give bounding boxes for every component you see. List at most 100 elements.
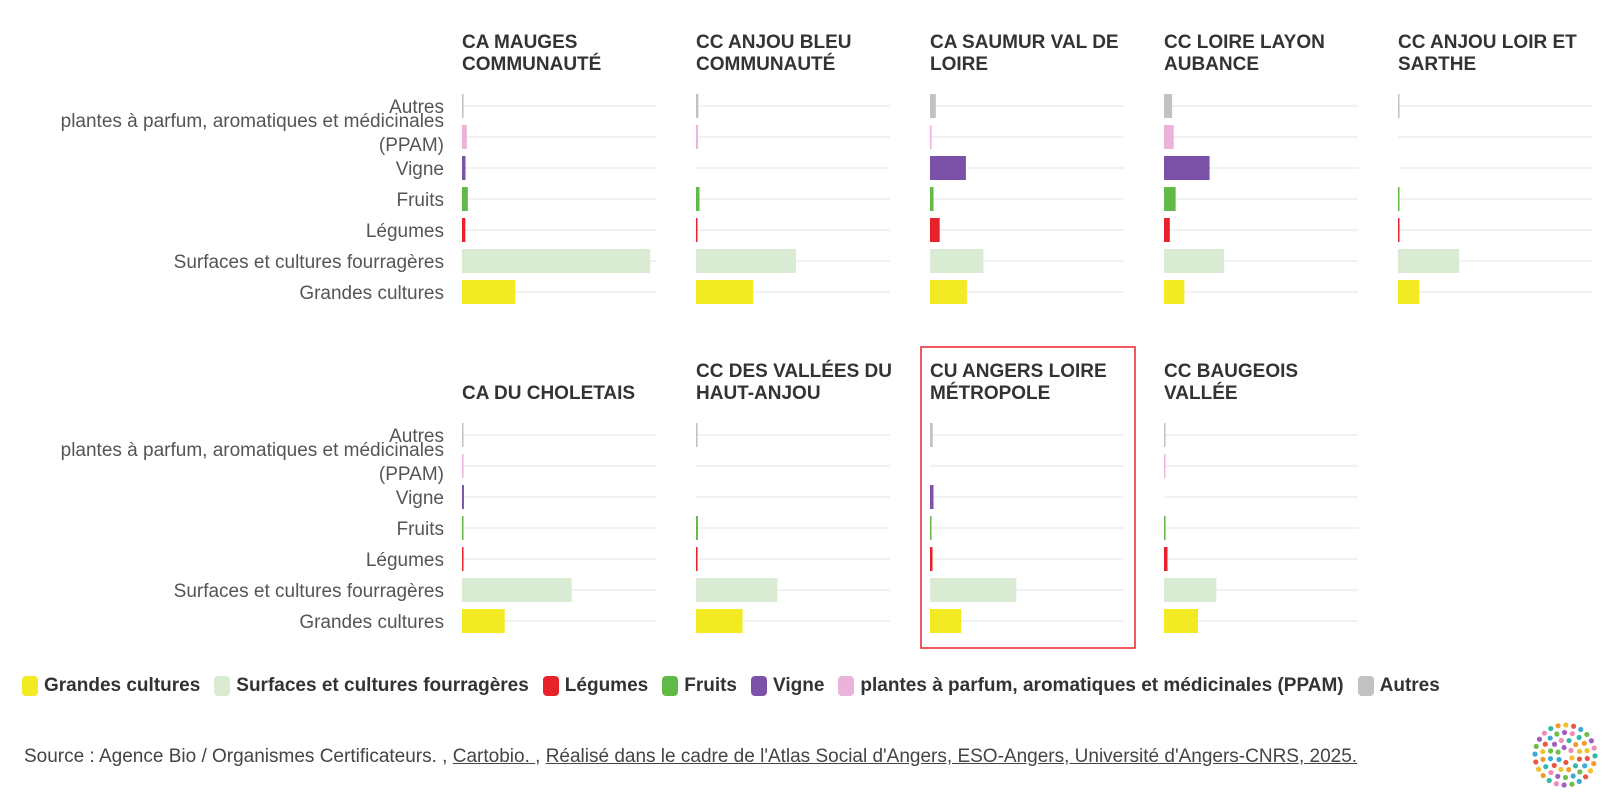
bar-legumes[interactable]: Légumes: 300	[1164, 218, 1170, 242]
legend-item-surfaces-et-cultures-fourrageres[interactable]: Surfaces et cultures fourragères	[214, 675, 529, 697]
bar-surfaces-et-cultures-fourrageres[interactable]: Surfaces et cultures fourragères: 3150	[1398, 249, 1460, 273]
bar-fruits[interactable]: Fruits: 600	[1164, 187, 1176, 211]
logo-dot	[1546, 777, 1552, 784]
panel-title: CA SAUMUR VAL DE LOIRE	[930, 32, 1119, 75]
bar-grandes-cultures[interactable]: Grandes cultures: 2400	[696, 609, 743, 633]
bar-autres[interactable]: Autres: 300	[930, 94, 936, 118]
logo-dot	[1581, 740, 1587, 746]
logo-dot	[1576, 756, 1583, 762]
bar-fruits[interactable]: Fruits: 100	[696, 516, 698, 540]
bar-legumes[interactable]: Légumes: 50	[1398, 218, 1400, 242]
bar-fruits[interactable]: Fruits: 10	[462, 516, 464, 540]
bar-fruits[interactable]: Fruits: 180	[696, 187, 700, 211]
bar-grandes-cultures[interactable]: Grandes cultures: 2950	[696, 280, 754, 304]
category-label-legumes: Légumes	[366, 221, 444, 242]
legend-item-plantes-a-parfum-aromatiques-et-medicinales-ppam[interactable]: plantes à parfum, aromatiques et médicin…	[838, 675, 1344, 697]
bar-legumes[interactable]: Légumes: 40	[462, 547, 464, 571]
bar-legumes[interactable]: Légumes: 500	[930, 218, 940, 242]
logo-dot	[1532, 751, 1538, 757]
bar-grandes-cultures[interactable]: Grandes cultures: 2200	[462, 609, 505, 633]
bar-grandes-cultures[interactable]: Grandes cultures: 1900	[930, 280, 967, 304]
cartobio-link[interactable]: Cartobio.	[452, 746, 536, 767]
bar-plantes-a-parfum-aromatiques-et-medicinales-ppam[interactable]: plantes à parfum, aromatiques et médicin…	[1164, 125, 1174, 149]
logo-dot	[1591, 745, 1597, 751]
bar-grandes-cultures[interactable]: Grandes cultures: 1100	[1398, 280, 1420, 304]
panel-title-line: CC ANJOU LOIR ET	[1398, 32, 1577, 53]
bar-vigne[interactable]: Vigne: 2350	[1164, 156, 1210, 180]
panel-title-line: CU ANGERS LOIRE	[930, 361, 1107, 382]
legend-item-grandes-cultures[interactable]: Grandes cultures	[22, 675, 200, 697]
panel-title-line: COMMUNAUTÉ	[462, 53, 601, 75]
bar-fruits[interactable]: Fruits: 300	[462, 187, 468, 211]
logo-dot	[1587, 768, 1594, 774]
bar-grandes-cultures[interactable]: Grandes cultures: 2750	[462, 280, 516, 304]
category-label-plantes-a-parfum-aromatiques-et-medicinales-ppam: plantes à parfum, aromatiques et médicin…	[61, 440, 444, 485]
bar-vigne[interactable]: Vigne: 1850	[930, 156, 966, 180]
bar-plantes-a-parfum-aromatiques-et-medicinales-ppam[interactable]: plantes à parfum, aromatiques et médicin…	[462, 454, 464, 478]
atlas-social-link[interactable]: Réalisé dans le cadre de l'Atlas Social …	[545, 746, 1358, 767]
logo-dot	[1541, 730, 1548, 736]
logo-dot	[1535, 766, 1542, 772]
category-label-line: (PPAM)	[379, 464, 444, 485]
bar-autres[interactable]: Autres: 40	[1164, 423, 1166, 447]
logo-dot	[1554, 731, 1560, 737]
legend-item-vigne[interactable]: Vigne	[751, 675, 824, 697]
bar-fruits[interactable]: Fruits: 180	[930, 187, 934, 211]
bar-vigne[interactable]: Vigne: 180	[462, 156, 466, 180]
legend-item-legumes[interactable]: Légumes	[542, 675, 648, 697]
bar-surfaces-et-cultures-fourrageres[interactable]: Surfaces et cultures fourragères: 3100	[1164, 249, 1225, 273]
bar-autres[interactable]: Autres: 420	[1164, 94, 1173, 118]
bar-legumes[interactable]: Légumes: 180	[1164, 547, 1168, 571]
logo-dot	[1561, 744, 1567, 751]
bar-fruits[interactable]: Fruits: 30	[1398, 187, 1400, 211]
bar-surfaces-et-cultures-fourrageres[interactable]: Surfaces et cultures fourragères: 2750	[930, 249, 984, 273]
legend-swatch	[214, 676, 231, 696]
bar-autres[interactable]: Autres: 50	[462, 423, 464, 447]
bar-surfaces-et-cultures-fourrageres[interactable]: Surfaces et cultures fourragères: 5650	[462, 578, 572, 602]
bar-surfaces-et-cultures-fourrageres[interactable]: Surfaces et cultures fourragères: 2700	[1164, 578, 1217, 602]
panel-ca-mauges-communaute: CA MAUGES COMMUNAUTÉ Autres: 80 plantes à p…	[462, 32, 656, 304]
bar-grandes-cultures[interactable]: Grandes cultures: 1750	[1164, 609, 1198, 633]
panel-title: CC BAUGEOIS VALLÉE	[1164, 361, 1298, 404]
panel-title: CA DU CHOLETAIS	[462, 383, 635, 404]
bar-surfaces-et-cultures-fourrageres[interactable]: Surfaces et cultures fourragères: 4450	[930, 578, 1017, 602]
bar-vigne[interactable]: Vigne: 180	[930, 485, 934, 509]
bar-legumes[interactable]: Légumes: 50	[696, 218, 698, 242]
legend-label: Surfaces et cultures fourragères	[236, 675, 529, 696]
logo-dot	[1582, 774, 1589, 780]
bar-autres[interactable]: Autres: 80	[696, 423, 698, 447]
bar-autres[interactable]: Autres: 120	[696, 94, 699, 118]
bar-legumes[interactable]: Légumes: 80	[696, 547, 698, 571]
panel-cc-anjou-bleu-communaute: CC ANJOU BLEU COMMUNAUTÉ Autres: 120 plante…	[696, 32, 890, 304]
bar-plantes-a-parfum-aromatiques-et-medicinales-ppam[interactable]: plantes à parfum, aromatiques et médicin…	[696, 125, 698, 149]
bar-legumes[interactable]: Légumes: 170	[462, 218, 466, 242]
panel-title: CC LOIRE LAYON AUBANCE	[1164, 32, 1325, 75]
bar-fruits[interactable]: Fruits: 80	[1164, 516, 1166, 540]
bar-plantes-a-parfum-aromatiques-et-medicinales-ppam[interactable]: plantes à parfum, aromatiques et médicin…	[930, 125, 932, 149]
bar-surfaces-et-cultures-fourrageres[interactable]: Surfaces et cultures fourragères: 4200	[696, 578, 778, 602]
bar-plantes-a-parfum-aromatiques-et-medicinales-ppam[interactable]: plantes à parfum, aromatiques et médicin…	[462, 125, 467, 149]
bar-plantes-a-parfum-aromatiques-et-medicinales-ppam[interactable]: plantes à parfum, aromatiques et médicin…	[1164, 454, 1166, 478]
panel-title: CA MAUGES COMMUNAUTÉ	[462, 32, 601, 75]
bar-vigne[interactable]: Vigne: 100	[462, 485, 464, 509]
category-label-fruits: Fruits	[397, 190, 445, 211]
bar-fruits[interactable]: Fruits: 70	[930, 516, 932, 540]
bar-autres[interactable]: Autres: 80	[462, 94, 464, 118]
logo-dot	[1563, 759, 1569, 766]
bar-surfaces-et-cultures-fourrageres[interactable]: Surfaces et cultures fourragères: 9700	[462, 249, 651, 273]
logo-dot	[1569, 781, 1575, 787]
panel-title-line: SARTHE	[1398, 54, 1476, 75]
bar-grandes-cultures[interactable]: Grandes cultures: 1600	[930, 609, 962, 633]
atlas-social-logo[interactable]	[1530, 720, 1600, 790]
bar-legumes[interactable]: Légumes: 130	[930, 547, 933, 571]
bar-autres[interactable]: Autres: 20	[1398, 94, 1400, 118]
bar-surfaces-et-cultures-fourrageres[interactable]: Surfaces et cultures fourragères: 5150	[696, 249, 796, 273]
legend-item-fruits[interactable]: Fruits	[662, 675, 737, 697]
legend-item-autres[interactable]: Autres	[1357, 675, 1440, 697]
category-label-fruits: Fruits	[397, 519, 445, 540]
source-prefix: Source : Agence Bio / Organismes Certifi…	[24, 746, 453, 767]
bar-grandes-cultures[interactable]: Grandes cultures: 1050	[1164, 280, 1185, 304]
bar-autres[interactable]: Autres: 140	[930, 423, 933, 447]
category-label-surfaces-et-cultures-fourrageres: Surfaces et cultures fourragères	[174, 252, 444, 273]
